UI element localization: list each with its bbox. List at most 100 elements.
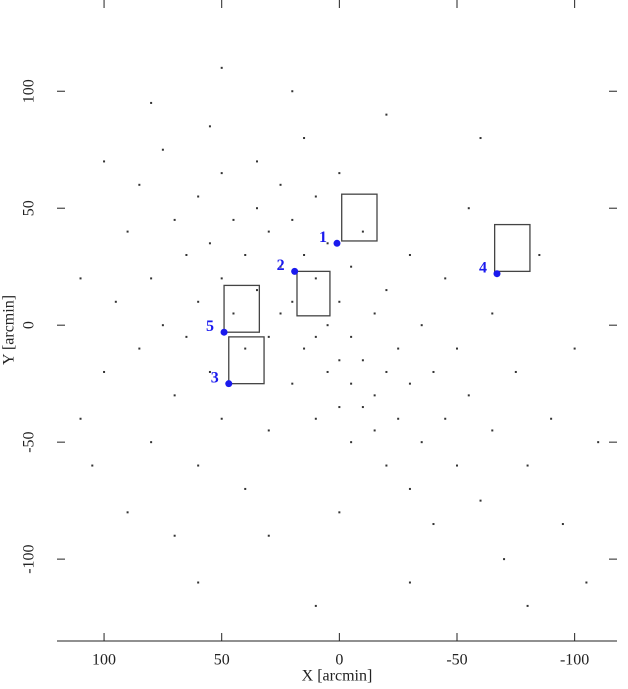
star-point	[326, 242, 329, 245]
star-point	[173, 534, 176, 537]
star-point	[526, 464, 529, 467]
field-box	[223, 284, 261, 333]
star-point	[208, 370, 211, 373]
field-label: 4	[479, 259, 487, 276]
star-point	[197, 195, 200, 198]
star-point	[467, 207, 470, 210]
y-tick-label: -50	[21, 431, 38, 452]
star-point	[350, 382, 353, 385]
star-point	[232, 312, 235, 315]
star-point	[491, 429, 494, 432]
star-point	[197, 464, 200, 467]
star-point	[585, 581, 588, 584]
star-point	[326, 324, 329, 327]
star-point	[103, 160, 106, 163]
star-point	[126, 511, 129, 514]
star-point	[561, 523, 564, 526]
star-point	[338, 359, 341, 362]
star-point	[220, 417, 223, 420]
star-point	[150, 101, 153, 104]
star-point	[150, 277, 153, 280]
star-point	[314, 417, 317, 420]
star-point	[479, 499, 482, 502]
star-point	[114, 300, 117, 303]
star-point	[538, 253, 541, 256]
star-point	[79, 277, 82, 280]
star-point	[279, 312, 282, 315]
star-point	[385, 464, 388, 467]
star-point	[208, 242, 211, 245]
star-point	[291, 218, 294, 221]
field-box	[341, 193, 378, 242]
star-point	[444, 417, 447, 420]
star-point	[314, 604, 317, 607]
y-tick-label: 50	[21, 200, 38, 216]
star-point	[397, 417, 400, 420]
field-point	[225, 380, 233, 388]
field-point	[291, 267, 299, 275]
star-point	[338, 511, 341, 514]
field-point	[333, 239, 341, 247]
star-point	[185, 335, 188, 338]
star-point	[350, 335, 353, 338]
star-point	[350, 441, 353, 444]
star-point	[208, 125, 211, 128]
star-point	[456, 464, 458, 467]
star-point	[267, 230, 270, 233]
star-point	[361, 406, 364, 409]
star-point	[244, 253, 247, 256]
star-point	[256, 160, 258, 163]
star-point	[338, 406, 341, 409]
x-axis-label: X [arcmin]	[302, 668, 373, 685]
star-point	[373, 312, 376, 315]
star-point	[291, 382, 294, 385]
star-point	[361, 359, 364, 362]
field-label: 1	[319, 229, 327, 246]
field-point	[220, 328, 228, 336]
star-point	[185, 253, 188, 256]
star-point	[291, 300, 294, 303]
star-point	[597, 441, 600, 444]
field-box	[228, 336, 265, 385]
field-box	[296, 270, 331, 317]
star-point	[503, 558, 506, 561]
star-point	[444, 277, 447, 280]
star-point	[373, 394, 376, 397]
star-point	[103, 370, 106, 373]
star-point	[467, 394, 470, 397]
star-point	[138, 183, 141, 186]
star-point	[350, 265, 353, 268]
star-point	[514, 370, 517, 373]
y-tick-label: -100	[21, 544, 38, 573]
star-point	[161, 148, 164, 151]
y-axis-label: Y [arcmin]	[1, 295, 18, 365]
field-point	[493, 270, 501, 278]
star-point	[303, 253, 306, 256]
star-point	[197, 581, 200, 584]
star-point	[303, 137, 306, 140]
star-point	[279, 265, 282, 268]
star-point	[244, 347, 247, 350]
star-point	[408, 581, 411, 584]
star-point	[256, 207, 258, 210]
field-label: 5	[206, 318, 214, 335]
star-point	[173, 218, 176, 221]
x-tick-label: 0	[335, 652, 343, 669]
star-point	[126, 230, 129, 233]
star-point	[432, 523, 435, 526]
star-point	[408, 253, 411, 256]
y-tick-label: 0	[21, 321, 38, 329]
star-point	[161, 324, 164, 327]
star-point	[385, 289, 388, 292]
star-point	[408, 487, 411, 490]
field-label: 2	[277, 257, 285, 274]
star-point	[456, 347, 458, 350]
star-point	[373, 429, 376, 432]
star-point	[138, 347, 141, 350]
star-point	[314, 195, 317, 198]
x-tick-label: 100	[92, 652, 116, 669]
star-point	[338, 172, 341, 175]
star-point	[432, 370, 435, 373]
star-point	[326, 370, 329, 373]
